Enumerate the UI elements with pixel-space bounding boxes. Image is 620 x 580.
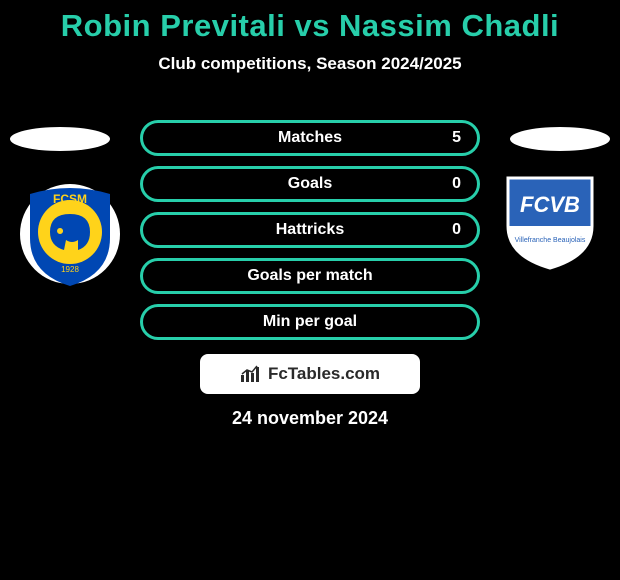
snapshot-date: 24 november 2024 — [0, 408, 620, 429]
page-subtitle: Club competitions, Season 2024/2025 — [0, 54, 620, 74]
metric-pill-hattricks: Hattricks 0 — [140, 212, 480, 248]
metric-pill-goals: Goals 0 — [140, 166, 480, 202]
right-flag-ellipse — [510, 127, 610, 151]
watermark-badge: FcTables.com — [200, 354, 420, 394]
metric-pill-mpg: Min per goal — [140, 304, 480, 340]
metric-label: Goals per match — [247, 267, 372, 285]
metric-pill-gpm: Goals per match — [140, 258, 480, 294]
metric-value-right: 0 — [452, 175, 461, 193]
metric-pills: Matches 5 Goals 0 Hattricks 0 Goals per … — [140, 120, 480, 350]
svg-text:FCSM: FCSM — [53, 192, 87, 206]
metric-label: Matches — [278, 129, 342, 147]
metric-label: Goals — [288, 175, 332, 193]
watermark-text: FcTables.com — [268, 364, 380, 384]
svg-text:Villefranche Beaujolais: Villefranche Beaujolais — [515, 237, 586, 244]
metric-value-right: 5 — [452, 129, 461, 147]
right-club-badge: FCVB Villefranche Beaujolais — [500, 170, 600, 270]
svg-text:1928: 1928 — [61, 265, 79, 274]
svg-text:FCVB: FCVB — [520, 192, 580, 217]
metric-pill-matches: Matches 5 — [140, 120, 480, 156]
metric-label: Hattricks — [276, 221, 344, 239]
left-club-badge: FCSM 1928 — [20, 180, 120, 288]
page-title: Robin Previtali vs Nassim Chadli — [0, 0, 620, 44]
comparison-card: Robin Previtali vs Nassim Chadli Club co… — [0, 0, 620, 580]
metric-value-right: 0 — [452, 221, 461, 239]
bars-icon — [240, 365, 262, 383]
metric-label: Min per goal — [263, 313, 357, 331]
left-flag-ellipse — [10, 127, 110, 151]
